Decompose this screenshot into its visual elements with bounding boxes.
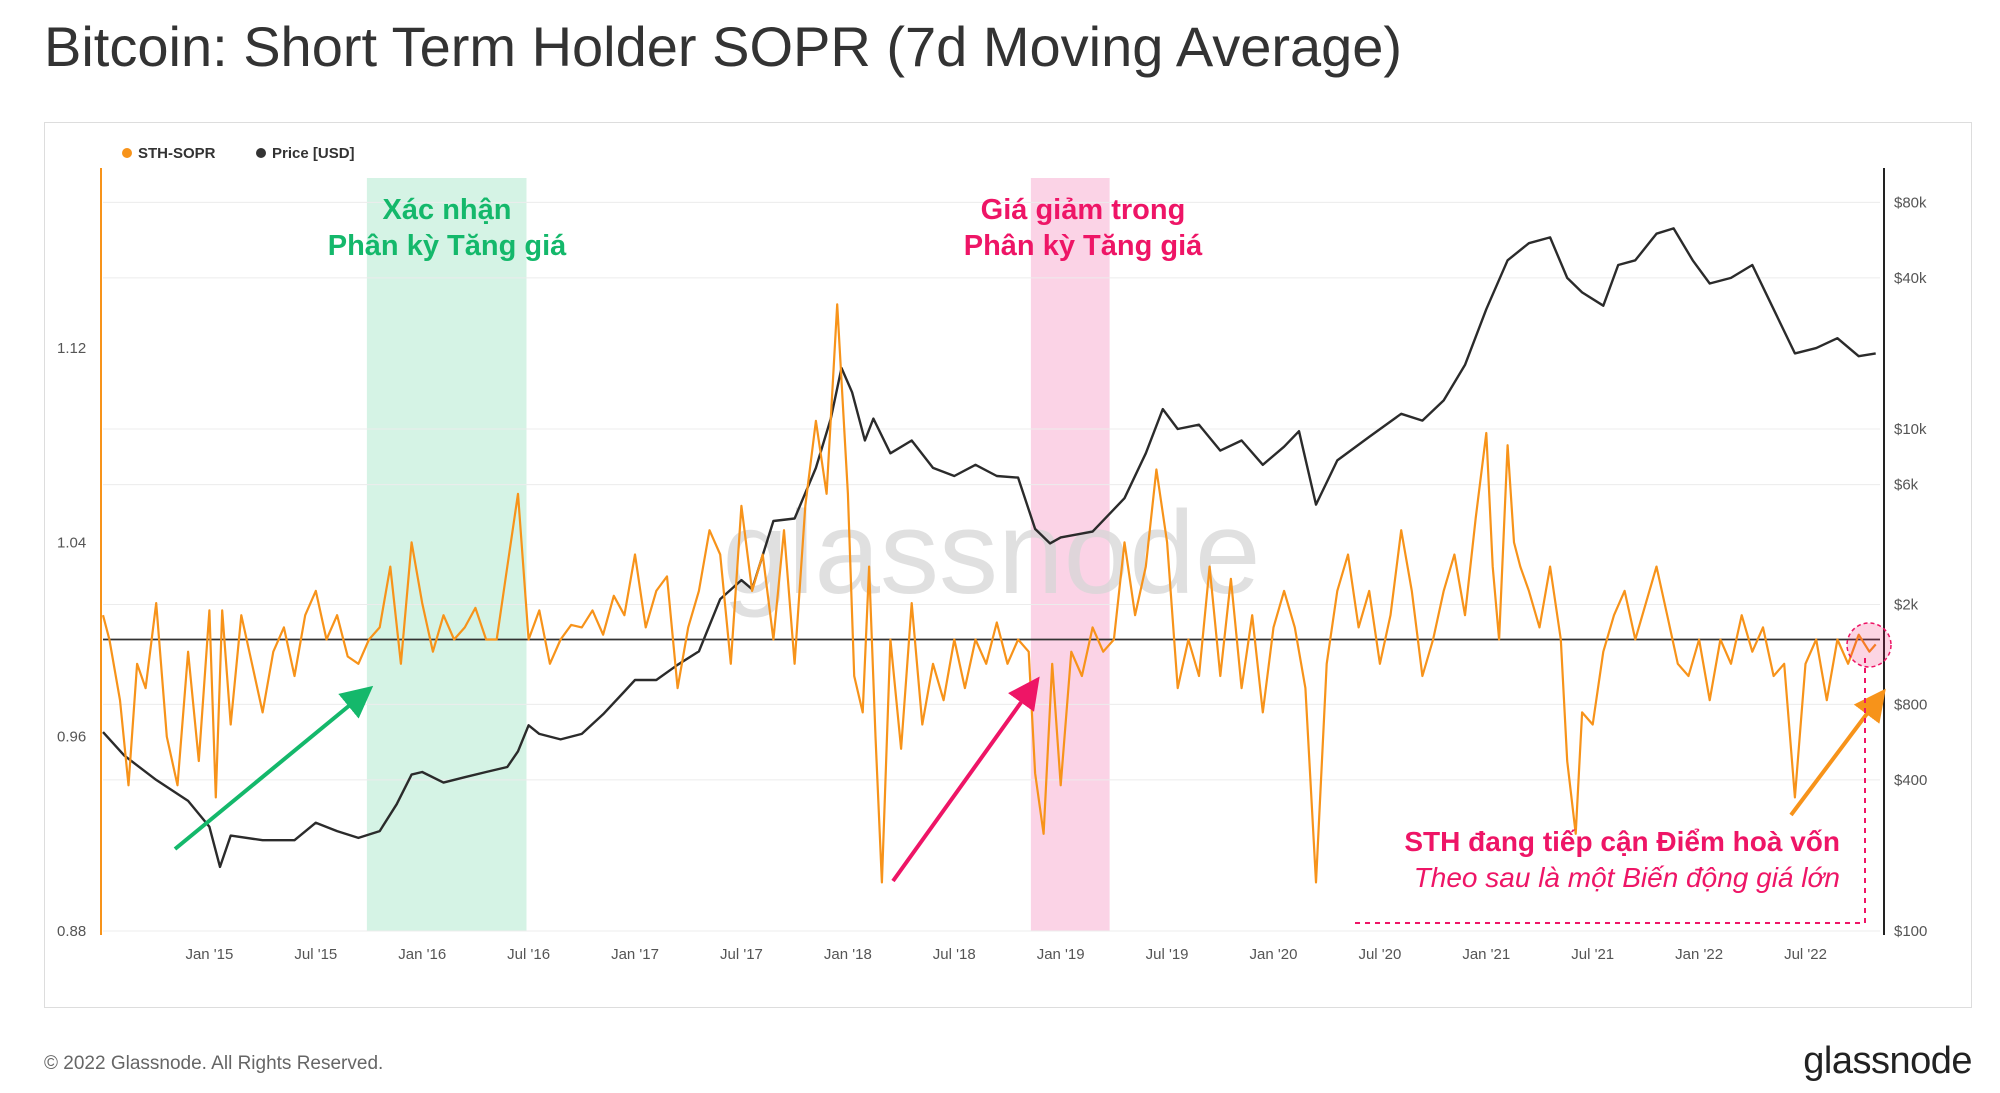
region-band-0 — [366, 178, 527, 931]
legend-dot-0 — [122, 148, 132, 158]
legend-label-1: Price [USD] — [272, 145, 355, 162]
x-tick-label: Jan '18 — [824, 946, 872, 963]
chart: STH-SOPR Price [USD]glassnode1.121.040.96… — [57, 145, 1927, 963]
right-tick-label: $400 — [1894, 772, 1927, 789]
x-tick-label: Jul '17 — [720, 946, 763, 963]
x-tick-label: Jan '17 — [611, 946, 659, 963]
left-tick-label: 1.04 — [57, 534, 86, 551]
x-tick-label: Jan '15 — [185, 946, 233, 963]
page-title: Bitcoin: Short Term Holder SOPR (7d Movi… — [44, 15, 1403, 78]
legend-dot-1 — [256, 148, 266, 158]
chart-frame: STH-SOPR Price [USD] glassnode 1.12 1.04 0.96… — [44, 122, 1972, 1008]
x-tick-label: Jul '20 — [1358, 946, 1401, 963]
right-tick-label: $2k — [1894, 596, 1919, 613]
series-price-line — [102, 227, 1876, 869]
left-tick-label: 1.12 — [57, 340, 86, 357]
left-tick-label: 0.88 — [57, 923, 86, 940]
right-tick-label: $800 — [1894, 696, 1927, 713]
legend-label-0: STH-SOPR — [138, 145, 216, 162]
annotation-pink-line1: Giá giảm trong — [981, 194, 1186, 226]
annotation-green-line2: Phân kỳ Tăng giá — [328, 230, 567, 262]
left-tick-label: 0.96 — [57, 729, 86, 746]
right-tick-label: $10k — [1894, 421, 1927, 438]
right-tick-label: $6k — [1894, 477, 1919, 494]
x-tick-label: Jul '22 — [1784, 946, 1827, 963]
x-tick-label: Jan '21 — [1462, 946, 1510, 963]
x-tick-label: Jul '21 — [1571, 946, 1614, 963]
arrow-pink — [891, 676, 1040, 883]
arrow-green — [173, 685, 374, 851]
x-tick-label: Jan '22 — [1675, 946, 1723, 963]
annotation-note-italic: Theo sau là một Biến động giá lớn — [1414, 862, 1840, 893]
x-tick-label: Jan '19 — [1037, 946, 1085, 963]
x-tick-label: Jul '19 — [1146, 946, 1189, 963]
x-tick-label: Jul '15 — [294, 946, 337, 963]
annotation-note-bold: STH đang tiếp cận Điểm hoà vốn — [1404, 826, 1840, 857]
annotation-pink-line2: Phân kỳ Tăng giá — [964, 230, 1203, 262]
right-tick-label: $100 — [1894, 923, 1927, 940]
x-tick-label: Jan '20 — [1250, 946, 1298, 963]
arrow-orange — [1789, 688, 1886, 817]
right-tick-label: $80k — [1894, 194, 1927, 211]
footer-copyright: © 2022 Glassnode. All Rights Reserved. — [44, 1053, 384, 1074]
x-tick-label: Jan '16 — [398, 946, 446, 963]
series-sopr-line — [101, 303, 1877, 884]
target-circle — [1846, 622, 1892, 668]
x-tick-label: Jul '16 — [507, 946, 550, 963]
right-tick-label: $40k — [1894, 270, 1927, 287]
annotation-green-line1: Xác nhận — [383, 194, 512, 226]
x-tick-label: Jul '18 — [933, 946, 976, 963]
footer-logo: glassnode — [1803, 1040, 1972, 1082]
